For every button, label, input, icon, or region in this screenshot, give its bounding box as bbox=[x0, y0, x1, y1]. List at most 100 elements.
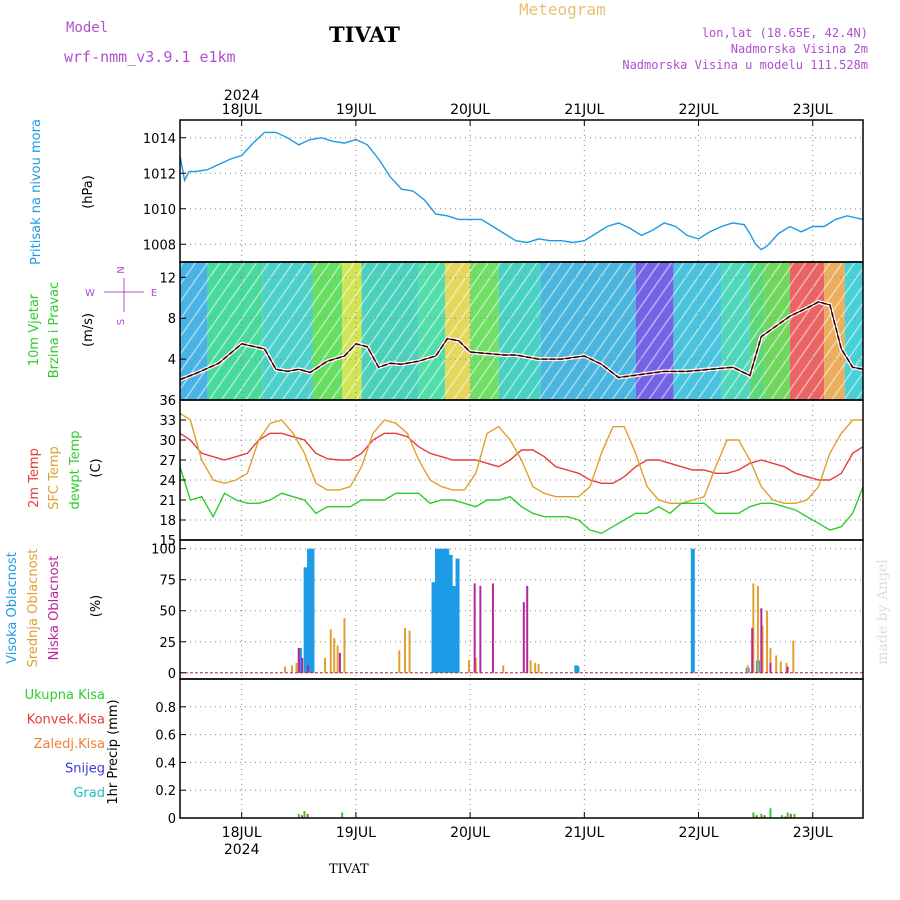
clouds-mid-bar bbox=[284, 666, 287, 673]
clouds-mid-bar bbox=[779, 661, 782, 673]
cloud-ylabel-mid: Srednja Oblacnost bbox=[26, 549, 41, 668]
y-tick-label: 21 bbox=[159, 494, 176, 509]
y-tick-label: 12 bbox=[159, 271, 176, 286]
y-tick-label: 30 bbox=[159, 434, 176, 449]
clouds-mid-bar bbox=[775, 655, 778, 673]
x-tick-label-bottom: 19JUL bbox=[336, 825, 376, 841]
precip-total-bar bbox=[793, 813, 796, 818]
clouds-low-bar bbox=[769, 662, 772, 673]
y-tick-label: 18 bbox=[159, 514, 176, 529]
temp-ylabel-t2m: 2m Temp bbox=[27, 448, 42, 508]
y-tick-label: 33 bbox=[159, 414, 176, 429]
precip-total-bar bbox=[786, 812, 789, 818]
clouds-low-bar bbox=[479, 585, 482, 673]
clouds-mid-bar bbox=[408, 630, 411, 673]
wind-ylabel2: Brzina i Pravac bbox=[47, 282, 62, 379]
clouds-high-bar bbox=[303, 567, 308, 673]
clouds-mid-bar bbox=[324, 657, 327, 673]
y-tick-label: 4 bbox=[168, 353, 176, 368]
clouds-high-bar bbox=[575, 666, 580, 673]
y-tick-label: 75 bbox=[159, 574, 176, 589]
wind-ylabel: 10m Vjetar bbox=[27, 293, 42, 366]
clouds-low-bar bbox=[473, 583, 476, 673]
clouds-high-bar bbox=[431, 582, 436, 673]
precip-conv-bar bbox=[755, 815, 758, 818]
clouds-low-bar bbox=[760, 608, 763, 673]
x-tick-label-top: 19JUL bbox=[336, 102, 376, 118]
precip-conv-bar bbox=[789, 813, 792, 818]
clouds-mid-bar bbox=[467, 660, 470, 673]
clouds-high-bar bbox=[434, 548, 439, 673]
x-tick-label-bottom: 21JUL bbox=[564, 825, 604, 841]
y-tick-label: 1014 bbox=[143, 132, 176, 147]
y-tick-label: 15 bbox=[159, 534, 176, 549]
pressure-ylabel: Pritisak na nivou mora bbox=[29, 119, 44, 265]
wind-speed-mean-line bbox=[179, 301, 864, 381]
y-tick-label: 0.8 bbox=[155, 701, 176, 716]
temperature-t2m-line bbox=[179, 432, 864, 484]
precip-total-bar bbox=[769, 808, 772, 818]
clouds-mid-bar bbox=[336, 645, 339, 673]
clouds-low-bar bbox=[306, 665, 309, 673]
clouds-low-bar bbox=[522, 602, 525, 673]
clouds-mid-bar bbox=[534, 662, 537, 673]
temp-unit: (C) bbox=[89, 458, 104, 477]
clouds-high-bar bbox=[448, 554, 453, 673]
wind-barb-hatching bbox=[180, 262, 863, 400]
pressure-slp-line bbox=[179, 131, 864, 251]
clouds-high-bar bbox=[452, 585, 457, 673]
y-tick-label: 24 bbox=[159, 474, 176, 489]
pressure-unit: (hPa) bbox=[81, 175, 96, 209]
temp-ylabel-sfc: SFC Temp bbox=[47, 446, 62, 510]
lonlat-label: lon,lat (18.65E, 42.4N) bbox=[701, 26, 868, 40]
clouds-low-bar bbox=[526, 585, 529, 673]
clouds-mid-bar bbox=[792, 640, 795, 673]
precip-legend-label: Zaledj.Kisa bbox=[34, 737, 105, 752]
clouds-high-bar bbox=[297, 647, 302, 673]
precip-legend-label: Konvek.Kisa bbox=[27, 713, 105, 728]
clouds-mid-bar bbox=[474, 657, 477, 673]
precip-conv-bar bbox=[300, 815, 303, 818]
clouds-low-bar bbox=[301, 657, 304, 673]
clouds-mid-bar bbox=[333, 638, 336, 673]
station-title: TIVAT bbox=[329, 22, 400, 47]
y-tick-label: 27 bbox=[159, 454, 176, 469]
x-tick-label-bottom: 22JUL bbox=[679, 825, 719, 841]
y-tick-label: 25 bbox=[159, 636, 176, 651]
clouds-mid-bar bbox=[761, 625, 764, 673]
clouds-mid-bar bbox=[502, 665, 505, 673]
y-tick-label: 100 bbox=[151, 543, 176, 558]
clouds-mid-bar bbox=[295, 662, 298, 673]
precip-total-bar bbox=[303, 811, 306, 818]
temp-ylabel-dewpt: dewpt Temp bbox=[68, 430, 83, 509]
precip-conv-bar bbox=[763, 815, 766, 818]
model-label: Model bbox=[66, 20, 109, 36]
y-tick-label: 1010 bbox=[143, 203, 176, 218]
year-label-top: 2024 bbox=[224, 88, 260, 104]
clouds-high-bar bbox=[455, 558, 460, 673]
year-label-bottom: 2024 bbox=[224, 842, 260, 858]
clouds-mid-bar bbox=[343, 618, 346, 673]
clouds-mid-bar bbox=[752, 583, 755, 673]
x-tick-label-top: 23JUL bbox=[793, 102, 833, 118]
precip-total-bar bbox=[341, 812, 344, 818]
cloud-ylabel-low: Niska Oblacnost bbox=[47, 556, 62, 661]
cloud-ylabel-high: Visoka Oblacnost bbox=[5, 552, 20, 664]
y-tick-label: 0.4 bbox=[155, 756, 176, 771]
x-tick-label-bottom: 18JUL bbox=[222, 825, 262, 841]
clouds-mid-bar bbox=[756, 585, 759, 673]
x-tick-label-top: 22JUL bbox=[679, 102, 719, 118]
model-name: wrf-nmm_v3.9.1 e1km bbox=[64, 48, 236, 66]
wind-unit: (m/s) bbox=[81, 313, 96, 347]
clouds-low-bar bbox=[751, 628, 754, 673]
precip-total-bar bbox=[780, 815, 783, 818]
clouds-mid-bar bbox=[290, 665, 293, 673]
cloud-unit: (%) bbox=[89, 595, 104, 618]
clouds-high-bar bbox=[438, 548, 443, 673]
y-tick-label: 0 bbox=[168, 812, 176, 827]
precip-total-bar bbox=[297, 813, 300, 818]
y-tick-label: 1012 bbox=[143, 167, 176, 182]
precip-panel-frame bbox=[179, 678, 864, 819]
temperature-dewpt-line bbox=[179, 466, 864, 535]
